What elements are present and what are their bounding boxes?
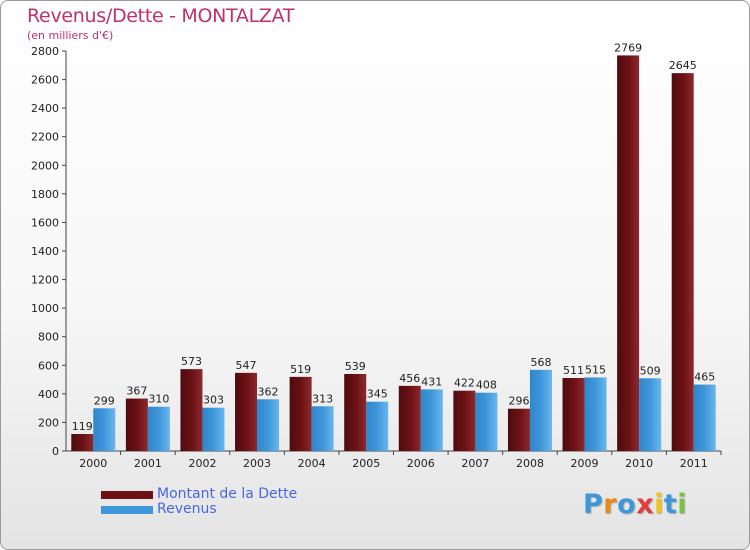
y-tick-label: 1000: [31, 302, 59, 315]
debt-bar: [453, 390, 476, 451]
debt-bar: [344, 374, 367, 451]
debt-bar: [289, 376, 312, 451]
y-tick-label: 1800: [31, 188, 59, 201]
proxiti-logo: Proxiti: [583, 489, 687, 520]
revenue-bar: [366, 401, 389, 451]
revenue-data-label: 431: [421, 375, 442, 388]
revenue-data-label: 515: [585, 363, 606, 376]
revenue-data-label: 509: [640, 364, 661, 377]
debt-data-label: 511: [563, 364, 584, 377]
debt-data-label: 296: [508, 395, 529, 408]
logo-letter: t: [663, 489, 678, 520]
revenue-data-label: 465: [694, 371, 715, 384]
revenue-bar: [257, 399, 280, 451]
x-tick-label: 2001: [134, 457, 162, 470]
y-tick-label: 2800: [31, 45, 59, 58]
chart-subtitle: (en milliers d'€): [27, 29, 114, 42]
y-tick-label: 800: [38, 331, 59, 344]
y-tick-label: 600: [38, 359, 59, 372]
revenue-data-label: 310: [148, 393, 169, 406]
x-tick-label: 2003: [243, 457, 271, 470]
debt-bar: [180, 369, 203, 451]
debt-data-label: 519: [290, 363, 311, 376]
x-tick-label: 2009: [571, 457, 599, 470]
y-tick-label: 2200: [31, 131, 59, 144]
x-tick-label: 2002: [188, 457, 216, 470]
y-tick-label: 2400: [31, 102, 59, 115]
debt-data-label: 367: [126, 385, 147, 398]
revenue-bar: [311, 406, 334, 451]
debt-data-label: 456: [399, 372, 420, 385]
revenue-bar: [93, 408, 116, 451]
logo-letter: o: [617, 489, 637, 520]
debt-data-label: 2645: [669, 59, 697, 72]
x-tick-label: 2005: [352, 457, 380, 470]
x-tick-label: 2004: [298, 457, 326, 470]
debt-data-label: 2769: [614, 41, 642, 54]
y-tick-label: 2600: [31, 74, 59, 87]
legend-item-revenue: Revenus: [101, 501, 361, 518]
debt-bar: [125, 398, 148, 451]
x-tick-label: 2006: [407, 457, 435, 470]
logo-letter: i: [677, 489, 688, 520]
legend-label-debt: Montant de la Dette: [157, 486, 298, 502]
y-tick-label: 1200: [31, 274, 59, 287]
logo-letter: i: [654, 489, 664, 520]
debt-data-label: 119: [72, 420, 93, 433]
revenue-data-label: 299: [94, 394, 115, 407]
debt-bar: [507, 408, 530, 451]
logo-letter: P: [583, 489, 604, 520]
debt-bar: [671, 73, 694, 452]
revenue-data-label: 313: [312, 392, 333, 405]
revenue-bar: [202, 407, 225, 451]
debt-bar: [398, 385, 421, 451]
y-tick-label: 200: [38, 416, 59, 429]
revenue-bar: [639, 378, 662, 451]
debt-data-label: 539: [345, 360, 366, 373]
logo-letter: x: [636, 489, 655, 520]
debt-bar: [235, 372, 258, 451]
y-tick-label: 2000: [31, 159, 59, 172]
revenue-data-label: 568: [530, 356, 551, 369]
legend-label-revenue: Revenus: [157, 501, 217, 517]
legend-swatch-debt: [101, 491, 153, 499]
x-tick-label: 2008: [516, 457, 544, 470]
revenue-data-label: 345: [367, 388, 388, 401]
revenue-bar: [584, 377, 607, 451]
x-tick-label: 2000: [79, 457, 107, 470]
revenue-bar: [475, 392, 498, 451]
revenue-bar: [147, 406, 170, 451]
revenue-bar: [420, 389, 443, 451]
y-tick-label: 400: [38, 388, 59, 401]
x-tick-label: 2011: [680, 457, 708, 470]
debt-data-label: 422: [454, 377, 475, 390]
x-tick-label: 2007: [461, 457, 489, 470]
revenue-data-label: 408: [476, 379, 497, 392]
debt-bar: [562, 378, 585, 451]
y-tick-label: 1400: [31, 245, 59, 258]
logo-letter: r: [603, 489, 618, 520]
chart-title: Revenus/Dette - MONTALZAT: [27, 5, 295, 27]
revenue-bar: [693, 384, 716, 451]
legend-item-debt: Montant de la Dette: [101, 486, 361, 503]
legend-swatch-revenue: [101, 506, 153, 514]
revenue-bar: [529, 369, 552, 451]
debt-bar: [617, 55, 640, 452]
x-tick-label: 2010: [625, 457, 653, 470]
revenue-data-label: 303: [203, 394, 224, 407]
y-tick-label: 1600: [31, 216, 59, 229]
y-tick-label: 0: [52, 445, 59, 458]
debt-data-label: 547: [236, 359, 257, 372]
debt-data-label: 573: [181, 355, 202, 368]
revenue-data-label: 362: [258, 385, 279, 398]
debt-bar: [71, 434, 94, 451]
